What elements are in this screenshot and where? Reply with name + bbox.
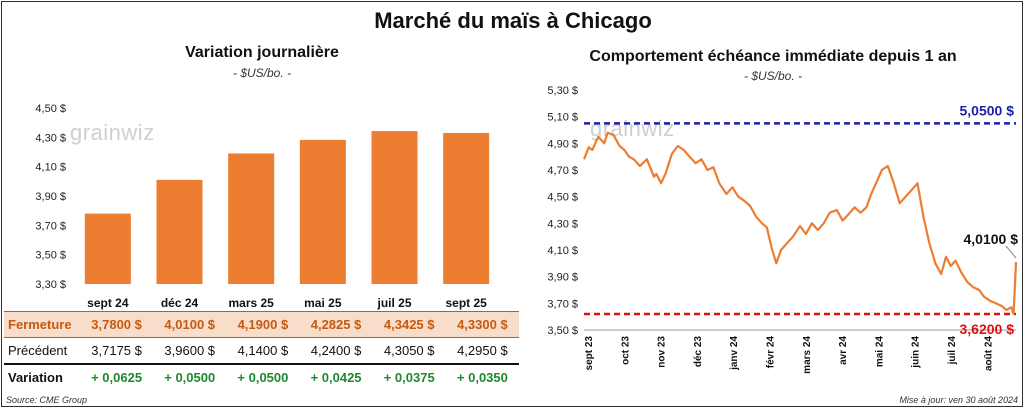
- bar: [156, 179, 203, 284]
- x-tick-label: mai 25: [304, 296, 342, 310]
- y-tick-label: 4,90 $: [547, 138, 578, 150]
- x-tick-label: juil 24: [947, 336, 958, 366]
- table-cell: 4,1400 $: [226, 337, 300, 365]
- source-note: Source: CME Group: [6, 395, 88, 405]
- table-cell: + 0,0500: [237, 370, 289, 385]
- row-label: Précédent: [4, 337, 80, 365]
- left-chart-unit: - $US/bo. -: [232, 66, 292, 80]
- y-tick-label: 4,10 $: [35, 162, 66, 174]
- right-chart-unit: - $US/bo. -: [743, 69, 803, 83]
- table-cell: + 0,0375: [383, 370, 435, 385]
- table-cell: 4,3425 $: [372, 311, 446, 338]
- last-value-leader: [1005, 245, 1017, 259]
- bar: [371, 131, 418, 284]
- x-tick-label: mars 24: [802, 336, 813, 374]
- x-tick-label: nov 23: [657, 336, 668, 368]
- price-table: Fermeture 3,7800 $ 4,0100 $ 4,1900 $ 4,2…: [4, 311, 519, 390]
- y-tick-label: 3,90 $: [35, 191, 66, 203]
- x-tick-label: févr 24: [766, 336, 777, 369]
- high-value-label: 5,0500 $: [960, 102, 1015, 118]
- x-tick-label: juin 24: [911, 336, 922, 369]
- y-tick-label: 4,50 $: [547, 192, 578, 204]
- x-tick-label: mai 24: [874, 336, 885, 368]
- x-tick-label: déc 23: [693, 336, 704, 368]
- x-tick-label: janv 24: [729, 336, 740, 371]
- table-cell: 4,2825 $: [299, 311, 373, 338]
- table-cell: 3,9600 $: [153, 337, 227, 365]
- x-tick-label: juil 25: [376, 296, 411, 310]
- x-tick-label: sept 25: [445, 296, 487, 310]
- left-chart-title: Variation journalière: [185, 44, 339, 61]
- update-note: Mise à jour: ven 30 août 2024: [899, 395, 1018, 405]
- table-cell: 4,3300 $: [445, 311, 519, 338]
- left-watermark-logo: grainwiz: [70, 120, 155, 145]
- y-tick-label: 3,70 $: [35, 220, 66, 232]
- last-value-label: 4,0100 $: [964, 231, 1019, 247]
- price-line: [582, 131, 1018, 316]
- x-tick-label: avr 24: [838, 336, 849, 365]
- x-tick-label: déc 24: [161, 296, 199, 310]
- bar: [228, 153, 275, 284]
- table-cell: 4,0100 $: [153, 311, 227, 338]
- y-tick-label: 4,10 $: [547, 245, 578, 257]
- x-tick-label: sept 24: [87, 296, 129, 310]
- table-cell: + 0,0425: [310, 370, 362, 385]
- y-tick-label: 4,30 $: [547, 218, 578, 230]
- bar: [84, 213, 131, 284]
- table-cell: 4,1900 $: [226, 311, 300, 338]
- page-title: Marché du maïs à Chicago: [374, 8, 652, 33]
- table-row-close: Fermeture 3,7800 $ 4,0100 $ 4,1900 $ 4,2…: [4, 311, 519, 338]
- right-watermark-logo: grainwiz: [590, 116, 675, 141]
- table-cell: + 0,0625: [91, 370, 143, 385]
- table-row-variation: Variation + 0,0625 + 0,0500 + 0,0500 + 0…: [4, 364, 519, 390]
- y-tick-label: 3,30 $: [35, 279, 66, 291]
- bar: [443, 132, 490, 284]
- y-tick-label: 4,30 $: [35, 132, 66, 144]
- table-cell: 3,7175 $: [80, 337, 154, 365]
- y-tick-label: 3,90 $: [547, 272, 578, 284]
- x-tick-label: oct 23: [620, 336, 631, 365]
- table-row-previous: Précédent 3,7175 $ 3,9600 $ 4,1400 $ 4,2…: [4, 337, 519, 365]
- y-tick-label: 5,10 $: [547, 112, 578, 124]
- y-tick-label: 4,70 $: [547, 165, 578, 177]
- y-tick-label: 4,50 $: [35, 103, 66, 115]
- row-label: Variation: [8, 370, 63, 385]
- y-tick-label: 3,50 $: [35, 250, 66, 262]
- table-cell: 4,2400 $: [299, 337, 373, 365]
- right-chart-title: Comportement échéance immédiate depuis 1…: [589, 48, 957, 65]
- row-label: Fermeture: [4, 311, 80, 338]
- x-tick-label: sept 23: [584, 336, 595, 371]
- table-cell: + 0,0350: [456, 370, 508, 385]
- table-cell: 4,3050 $: [372, 337, 446, 365]
- y-tick-label: 5,30 $: [547, 85, 578, 97]
- y-tick-label: 3,70 $: [547, 298, 578, 310]
- x-tick-label: août 24: [983, 336, 994, 371]
- x-tick-label: mars 25: [228, 296, 274, 310]
- table-cell: 4,2950 $: [445, 337, 519, 365]
- table-cell: 3,7800 $: [80, 311, 154, 338]
- bar: [299, 139, 346, 284]
- y-tick-label: 3,50 $: [547, 325, 578, 337]
- table-cell: + 0,0500: [164, 370, 216, 385]
- low-value-label: 3,6200 $: [960, 321, 1015, 337]
